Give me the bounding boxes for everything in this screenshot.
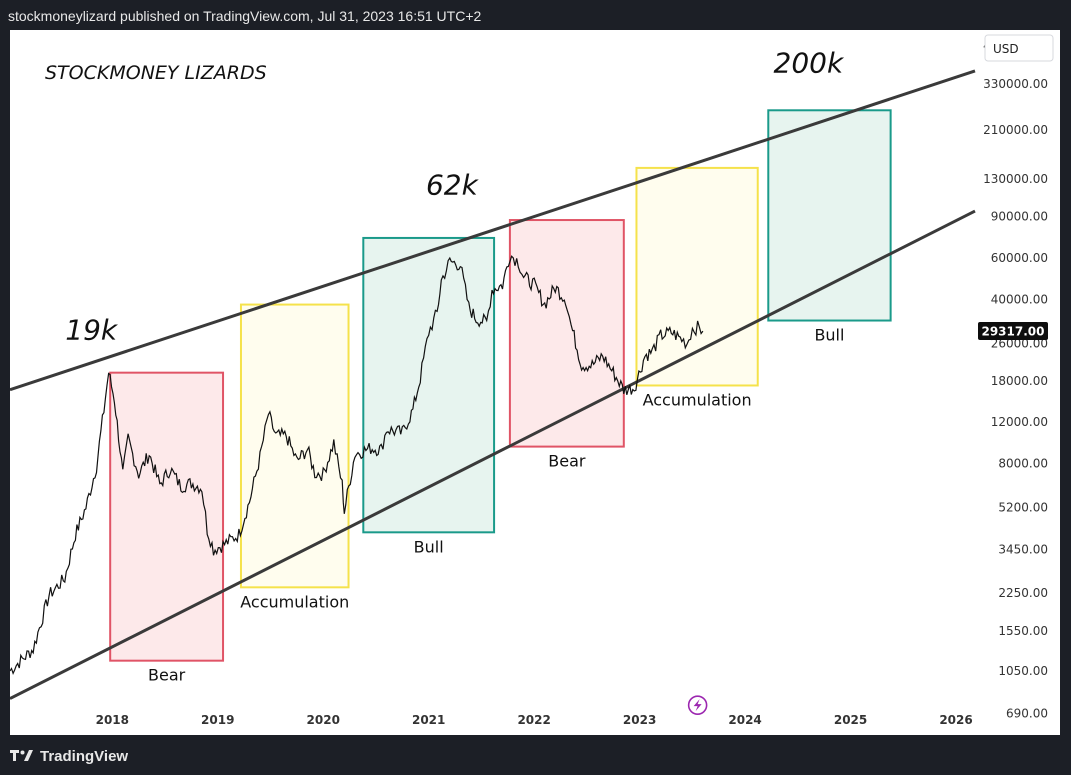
- zones-layer: [109, 109, 892, 662]
- chart-title: STOCKMONEY LIZARDS: [45, 62, 267, 84]
- zone-label-accumulation: Accumulation: [240, 592, 349, 611]
- y-tick-label: 1550.00: [998, 624, 1048, 638]
- time-axis: 2018 2019 2020 2021 2022 2023 2024 2025 2026: [96, 713, 973, 727]
- zone-bull-5: [767, 109, 892, 322]
- zone-bear-0: [109, 371, 225, 662]
- currency-button[interactable]: USD: [984, 34, 1054, 62]
- bolt-glyph: [693, 699, 702, 712]
- channel-line-lower: [9, 209, 976, 700]
- zone-label-bull: Bull: [814, 326, 844, 345]
- y-tick-label: 2250.00: [998, 586, 1048, 600]
- x-tick-label: 2020: [307, 713, 340, 727]
- x-tick-label: 2025: [834, 713, 867, 727]
- tradingview-logo-icon: [10, 750, 33, 761]
- price-chart[interactable]: Bear Accumulation Bull Bear Accumulation Bull…: [9, 30, 1060, 735]
- bolt-ring: [687, 695, 708, 715]
- zone-label-bull: Bull: [414, 537, 444, 556]
- y-tick-label: 90000.00: [991, 210, 1048, 224]
- y-tick-label: 130000.00: [983, 172, 1048, 186]
- annotation-label: 19k: [65, 313, 119, 346]
- y-tick-label: 330000.00: [983, 77, 1048, 91]
- zone-label-accumulation: Accumulation: [643, 390, 752, 409]
- y-tick-label: 3450.00: [998, 542, 1048, 556]
- annotation-label: 62k: [426, 168, 480, 201]
- lightning-bolt-icon[interactable]: [687, 695, 708, 715]
- x-tick-label: 2021: [412, 713, 445, 727]
- last-price-label: 29317.00: [981, 325, 1044, 339]
- zone-accumulation-1: [239, 303, 350, 589]
- currency-button-label: USD: [993, 42, 1019, 56]
- y-tick-label: 1050.00: [998, 664, 1048, 678]
- zone-labels-layer: Bear Accumulation Bull Bear Accumulation Bull: [148, 326, 844, 685]
- zone-accumulation-4: [635, 166, 759, 387]
- x-tick-label: 2018: [96, 713, 129, 727]
- y-tick-label: 8000.00: [998, 457, 1048, 471]
- y-tick-label: 40000.00: [991, 292, 1048, 306]
- price-series-line: [9, 255, 704, 676]
- zone-bull-2: [362, 236, 496, 534]
- zone-label-bear: Bear: [148, 666, 186, 685]
- y-tick-label: 210000.00: [983, 123, 1048, 137]
- last-price-tag-bg: [978, 322, 1048, 341]
- chart-frame[interactable]: Bear Accumulation Bull Bear Accumulation Bull…: [9, 30, 1060, 735]
- y-tick-label: 18000.00: [991, 374, 1048, 388]
- zone-label-bear: Bear: [548, 452, 586, 471]
- x-tick-label: 2022: [517, 713, 550, 727]
- publisher-line: stockmoneylizard published on TradingVie…: [8, 8, 482, 24]
- channel-layer: [9, 69, 976, 700]
- y-tick-label: 5200.00: [998, 501, 1048, 515]
- zone-bear-3: [508, 219, 625, 448]
- tradingview-brand[interactable]: TradingView: [40, 747, 129, 765]
- x-tick-label: 2019: [201, 713, 234, 727]
- price-axis: 480000.00330000.00210000.00130000.009000…: [983, 39, 1048, 721]
- x-tick-label: 2024: [728, 713, 761, 727]
- y-tick-label: 12000.00: [991, 415, 1048, 429]
- channel-line-upper: [9, 69, 976, 392]
- x-tick-label: 2023: [623, 713, 656, 727]
- footer: TradingView: [10, 742, 128, 770]
- x-tick-label: 2026: [939, 713, 972, 727]
- annotation-layer: 19k 62k 200k: [65, 46, 845, 346]
- y-tick-label: 60000.00: [991, 251, 1048, 265]
- y-tick-label: 690.00: [1006, 707, 1048, 721]
- annotation-label: 200k: [774, 46, 845, 79]
- last-price-tag: 29317.00: [978, 322, 1048, 341]
- series-layer: [9, 255, 704, 676]
